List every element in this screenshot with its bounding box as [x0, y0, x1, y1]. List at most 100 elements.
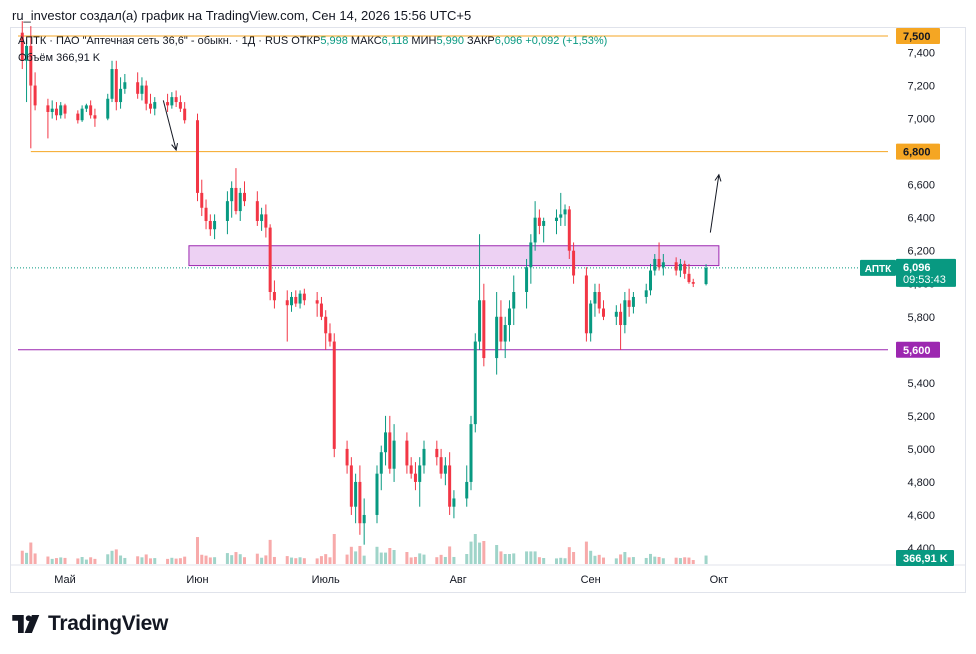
volume-bar: [93, 558, 97, 564]
candle-body: [25, 45, 29, 61]
candle-body: [439, 457, 443, 474]
volume-bar: [136, 556, 140, 564]
candle-body: [123, 82, 127, 89]
volume-bar: [170, 557, 174, 564]
volume-bar: [332, 534, 336, 564]
legend-low-label: МИН: [411, 35, 437, 47]
volume-bar: [345, 554, 349, 564]
candle-body: [529, 242, 533, 268]
candle-body: [499, 316, 503, 342]
candle-body: [153, 102, 157, 109]
volume-bar: [384, 552, 388, 564]
volume-bar: [559, 557, 563, 564]
axes-layer: 4,4004,6004,8005,0005,2005,4005,6005,800…: [11, 48, 965, 586]
level-tag-6800-bg: [896, 143, 940, 160]
candle-body: [324, 316, 328, 334]
resistance-zone-layer: [188, 245, 720, 267]
candle-body: [384, 432, 388, 453]
tradingview-logo-icon: [12, 615, 40, 633]
volume-bar: [238, 554, 242, 564]
volume-bar: [50, 558, 54, 564]
candle-body: [559, 214, 563, 218]
candle-body: [234, 187, 238, 212]
candle-body: [84, 105, 88, 109]
candle-body: [567, 209, 571, 251]
tradingview-logo[interactable]: TradingView: [12, 612, 168, 636]
candle-body: [503, 325, 507, 342]
candle-body: [302, 293, 306, 301]
volume-bar: [631, 557, 635, 564]
volume-bar: [114, 549, 118, 564]
candle-body: [183, 108, 187, 121]
volume-bar: [110, 550, 114, 564]
candle-body: [435, 448, 439, 458]
candle-body: [554, 217, 558, 221]
x-tick-label: Сен: [581, 574, 601, 586]
arrows-layer: [162, 100, 722, 233]
volume-bar: [503, 554, 507, 564]
volume-bar: [495, 545, 499, 564]
volume-bar: [148, 558, 152, 564]
volume-bar: [63, 557, 67, 564]
candle-body: [418, 465, 422, 482]
candle-body: [465, 481, 469, 499]
volume-bar: [653, 556, 657, 564]
candle-body: [589, 303, 593, 334]
chart-frame: [10, 27, 966, 593]
volume-bar: [443, 556, 447, 564]
volume-bar: [375, 546, 379, 564]
candle-body: [136, 82, 140, 94]
candle-body: [54, 108, 58, 116]
volume-bar: [46, 556, 50, 564]
volume-bar: [195, 537, 199, 564]
candle-body: [623, 300, 627, 326]
volume-bar: [529, 551, 533, 564]
y-tick-label: 5,000: [907, 444, 935, 456]
candle-body: [631, 296, 635, 307]
volume-bar: [208, 557, 212, 564]
legend-high-label: МАКС: [350, 35, 382, 47]
y-tick-label: 7,400: [907, 48, 935, 60]
candle-body: [405, 440, 409, 466]
volume-bar: [619, 554, 623, 564]
candle-body: [482, 300, 486, 359]
volume-bar: [499, 551, 503, 564]
volume-bar: [204, 555, 208, 564]
candle-body: [584, 275, 588, 334]
volume-bar: [106, 554, 110, 564]
volume-bar: [542, 558, 546, 564]
volume-bar: [379, 552, 383, 564]
x-tick-label: Авг: [450, 574, 467, 586]
candle-body: [687, 273, 691, 283]
volume-bar: [140, 557, 144, 564]
candle-body: [614, 311, 618, 317]
volume-bar: [264, 555, 268, 564]
volume-bar: [230, 555, 234, 564]
candle-body: [495, 316, 499, 359]
candle-body: [298, 293, 302, 304]
volume-bar: [661, 558, 665, 564]
ticker-tag: АПТК: [865, 264, 892, 275]
candle-body: [20, 32, 24, 61]
volume-bar: [674, 557, 678, 564]
candle-body: [213, 220, 217, 230]
legend-symbol[interactable]: АПТК · ПАО "Аптечная сеть 36,6" - обыкн.…: [18, 35, 289, 47]
candle-body: [657, 258, 661, 268]
volume-bar: [593, 555, 597, 564]
volume-bar: [409, 557, 413, 564]
volume-bar: [418, 553, 422, 564]
candle-body: [691, 282, 695, 284]
volume-legend-label[interactable]: Объём: [18, 52, 54, 64]
candle-body: [379, 452, 383, 474]
countdown-timer: 09:53:43: [903, 274, 946, 286]
volume-bar: [260, 557, 264, 564]
candle-body: [328, 333, 332, 342]
y-tick-label: 6,600: [907, 180, 935, 192]
y-tick-label: 7,000: [907, 114, 935, 126]
volume-bar: [290, 557, 294, 564]
volume-bar: [533, 551, 537, 564]
candle-body: [255, 201, 259, 221]
volume-bar: [200, 554, 204, 564]
volume-bar: [567, 547, 571, 564]
